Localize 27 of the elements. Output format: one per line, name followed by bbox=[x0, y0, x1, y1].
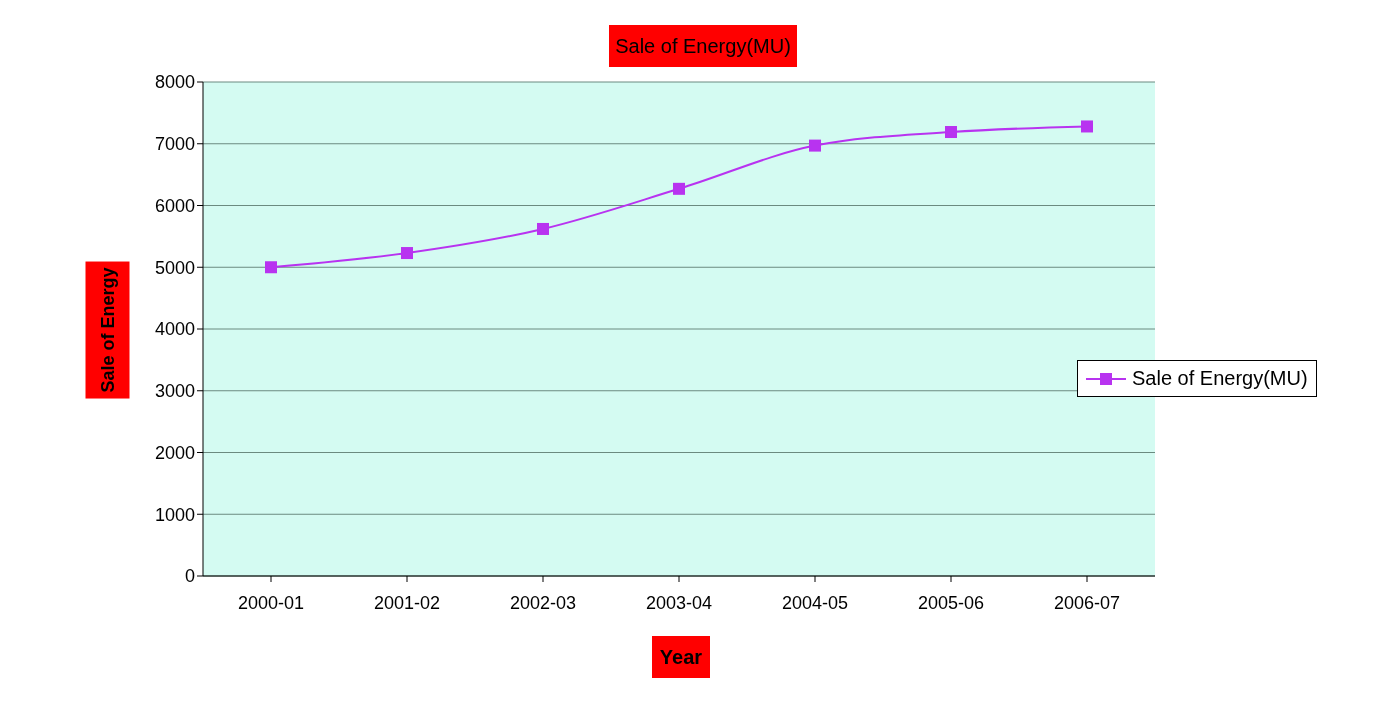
point bbox=[1081, 120, 1093, 133]
point bbox=[401, 247, 413, 260]
y-tick-label: 4000 bbox=[154, 319, 195, 340]
y-tick-label: 5000 bbox=[154, 257, 195, 278]
x-axis-title: Year bbox=[651, 636, 711, 678]
point bbox=[673, 182, 685, 195]
y-tick-label: 7000 bbox=[154, 134, 195, 155]
y-tick-label: 1000 bbox=[154, 504, 195, 525]
y-tick-label: 0 bbox=[184, 566, 195, 587]
x-tick-label: 2006-07 bbox=[1053, 592, 1121, 613]
y-tick-label: 6000 bbox=[154, 195, 195, 216]
point bbox=[809, 139, 821, 152]
y-tick-label: 8000 bbox=[154, 72, 195, 93]
y-tick-label: 3000 bbox=[154, 381, 195, 402]
chart-title: Sale of Energy(MU) bbox=[609, 25, 797, 67]
y-axis-title: Sale of Energy bbox=[85, 261, 130, 399]
x-tick-label: 2005-06 bbox=[917, 592, 985, 613]
point bbox=[265, 261, 277, 274]
x-tick-label: 2002-03 bbox=[509, 592, 577, 613]
y-tick-label: 2000 bbox=[154, 442, 195, 463]
x-tick-label: 2001-02 bbox=[373, 592, 441, 613]
x-tick-label: 2004-05 bbox=[781, 592, 849, 613]
legend-label: Sale of Energy(MU) bbox=[1132, 367, 1308, 390]
point bbox=[945, 126, 957, 139]
point bbox=[537, 222, 549, 235]
x-tick-label: 2003-04 bbox=[645, 592, 713, 613]
x-tick-label: 2000-01 bbox=[237, 592, 305, 613]
